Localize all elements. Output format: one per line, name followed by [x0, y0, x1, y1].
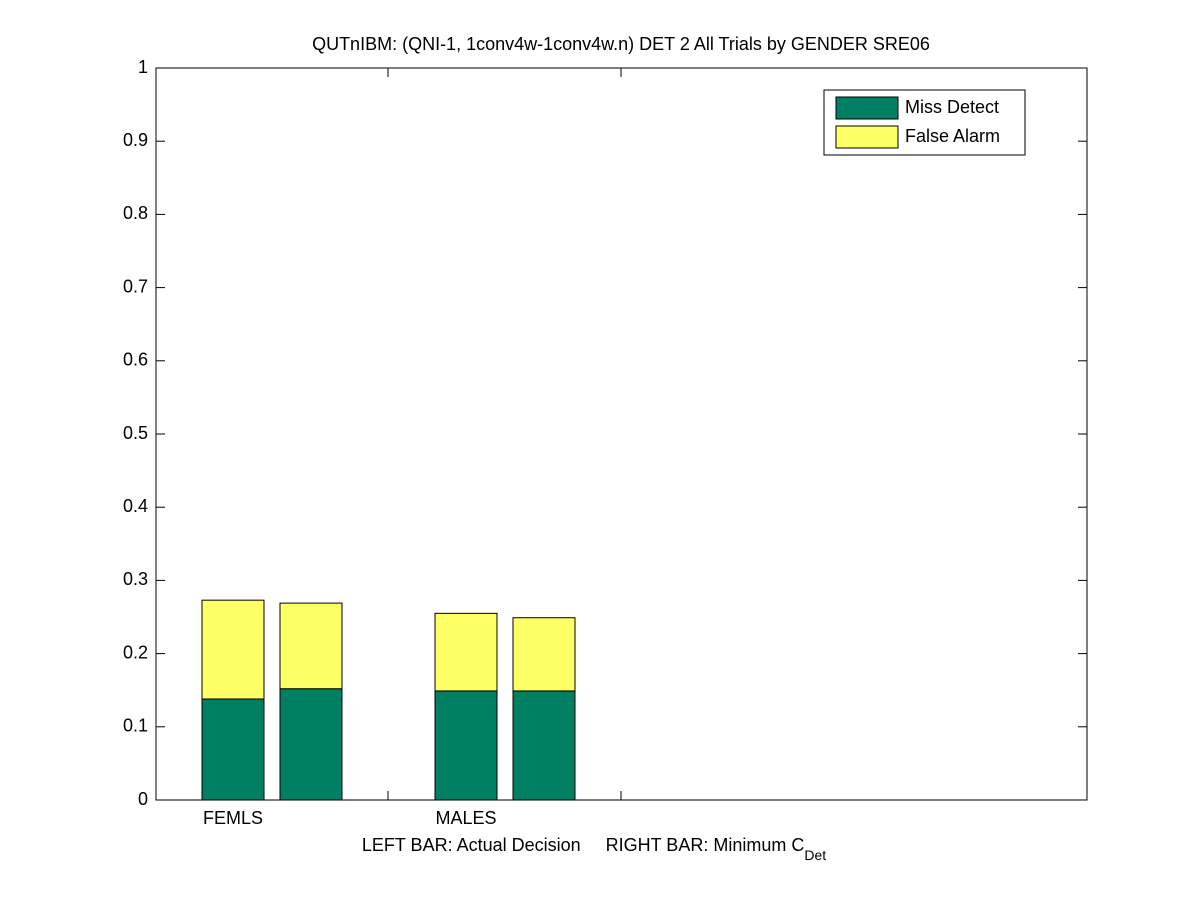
bar-segment: [434, 690, 498, 801]
x-tick-label: FEMLS: [203, 808, 263, 828]
chart-title: QUTnIBM: (QNI-1, 1conv4w-1conv4w.n) DET …: [312, 34, 930, 54]
bar-segment: [512, 617, 576, 692]
legend-swatch: [835, 125, 899, 149]
legend-label: False Alarm: [905, 126, 1000, 146]
bar-segment: [434, 612, 498, 692]
y-tick-label: 0.6: [123, 350, 148, 370]
y-tick-label: 0.2: [123, 642, 148, 662]
bar-segment: [279, 602, 343, 690]
x-axis-label-text: LEFT BAR: Actual Decision RIGHT BAR: Min…: [362, 835, 804, 855]
x-axis-label-subscript: Det: [804, 847, 826, 863]
y-tick-label: 0: [138, 789, 148, 809]
bar-segment: [201, 599, 265, 700]
legend-swatch: [835, 96, 899, 120]
bar-segment: [512, 690, 576, 801]
y-tick-label: 0.3: [123, 569, 148, 589]
y-tick-label: 1: [138, 57, 148, 77]
y-tick-label: 0.9: [123, 130, 148, 150]
legend-label: Miss Detect: [905, 97, 999, 117]
y-tick-label: 0.1: [123, 716, 148, 736]
x-axis-label: LEFT BAR: Actual Decision RIGHT BAR: Min…: [362, 835, 826, 863]
y-tick-label: 0.4: [123, 496, 148, 516]
y-tick-label: 0.5: [123, 423, 148, 443]
y-tick-label: 0.8: [123, 203, 148, 223]
y-tick-label: 0.7: [123, 276, 148, 296]
bar-segment: [201, 698, 265, 801]
bar-segment: [279, 688, 343, 801]
x-tick-label: MALES: [435, 808, 496, 828]
